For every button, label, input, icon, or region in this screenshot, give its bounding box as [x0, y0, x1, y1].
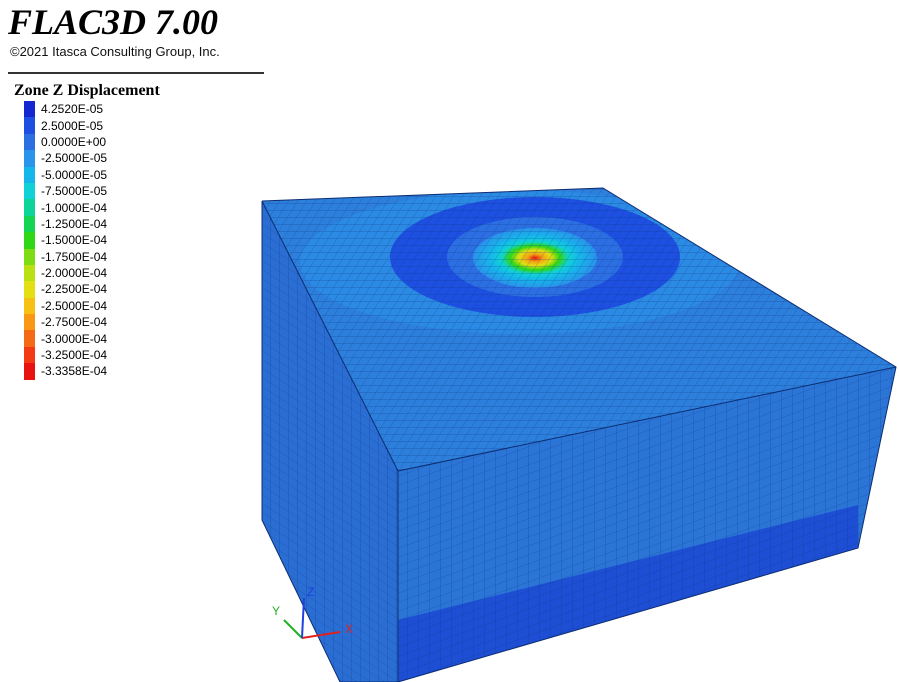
legend-item: -2.0000E-04 [24, 264, 108, 282]
legend-item: -1.0000E-04 [24, 199, 108, 216]
legend-swatch [24, 363, 35, 380]
legend-swatch [24, 215, 35, 233]
legend-label: -3.2500E-04 [41, 348, 108, 363]
legend-swatch [24, 117, 35, 134]
legend-item: -3.2500E-04 [24, 346, 108, 364]
legend-item: -1.5000E-04 [24, 232, 108, 249]
legend-item: -1.7500E-04 [24, 248, 108, 265]
app-title: FLAC3D 7.00 [8, 2, 219, 42]
legend-swatch [24, 150, 35, 167]
legend-label: -2.5000E-04 [41, 298, 108, 313]
legend-swatch [24, 264, 35, 282]
legend-label: -7.5000E-05 [41, 184, 108, 199]
legend-title: Zone Z Displacement [14, 82, 160, 99]
legend-swatch [24, 248, 35, 265]
legend-label: -2.2500E-04 [41, 282, 108, 297]
legend-label: -2.5000E-05 [41, 151, 108, 166]
legend-label: -1.2500E-04 [41, 216, 108, 231]
legend: 4.2520E-05 2.5000E-05 0.0000E+00 -2.5000E-0… [24, 101, 107, 380]
legend-label: -2.7500E-04 [41, 315, 108, 330]
legend-label: -3.3358E-04 [41, 364, 108, 379]
legend-swatch [24, 232, 35, 249]
y-axis-line [283, 619, 303, 639]
legend-swatch [24, 166, 35, 183]
copyright-text: ©2021 Itasca Consulting Group, Inc. [10, 44, 220, 59]
legend-item: -2.5000E-04 [24, 297, 108, 315]
legend-item: -2.5000E-05 [24, 150, 108, 167]
x-axis-label: X [345, 622, 353, 636]
legend-item: -1.2500E-04 [24, 215, 108, 233]
x-axis-line [301, 631, 341, 639]
legend-swatch [24, 182, 35, 200]
legend-label: -2.0000E-04 [41, 266, 108, 281]
legend-label: -3.0000E-04 [41, 331, 108, 346]
legend-swatch [24, 133, 35, 151]
legend-swatch [24, 281, 35, 298]
legend-label: -1.0000E-04 [41, 200, 108, 215]
legend-swatch [24, 297, 35, 315]
y-axis-label: Y [272, 604, 280, 618]
legend-swatch [24, 101, 35, 118]
legend-swatch [24, 346, 35, 364]
legend-item: -7.5000E-05 [24, 182, 108, 200]
z-axis-label: Z [307, 585, 314, 599]
legend-label: 2.5000E-05 [41, 118, 104, 133]
legend-item: 2.5000E-05 [24, 117, 107, 134]
z-axis-line [301, 597, 305, 639]
axis-triad: X Y Z [272, 585, 353, 639]
legend-label: 4.2520E-05 [41, 102, 104, 117]
legend-label: -5.0000E-05 [41, 167, 108, 182]
legend-label: 0.0000E+00 [41, 134, 107, 149]
header-divider [8, 72, 264, 74]
legend-item: -2.2500E-04 [24, 281, 108, 298]
legend-label: -1.5000E-04 [41, 233, 108, 248]
legend-swatch [24, 314, 35, 331]
legend-swatch [24, 199, 35, 216]
legend-label: -1.7500E-04 [41, 249, 108, 264]
legend-item: 4.2520E-05 [24, 101, 107, 118]
legend-item: 0.0000E+00 [24, 133, 107, 151]
legend-item: -3.0000E-04 [24, 330, 108, 347]
legend-swatch [24, 330, 35, 347]
legend-item: -2.7500E-04 [24, 314, 108, 331]
legend-item: -5.0000E-05 [24, 166, 108, 183]
legend-item: -3.3358E-04 [24, 363, 108, 380]
